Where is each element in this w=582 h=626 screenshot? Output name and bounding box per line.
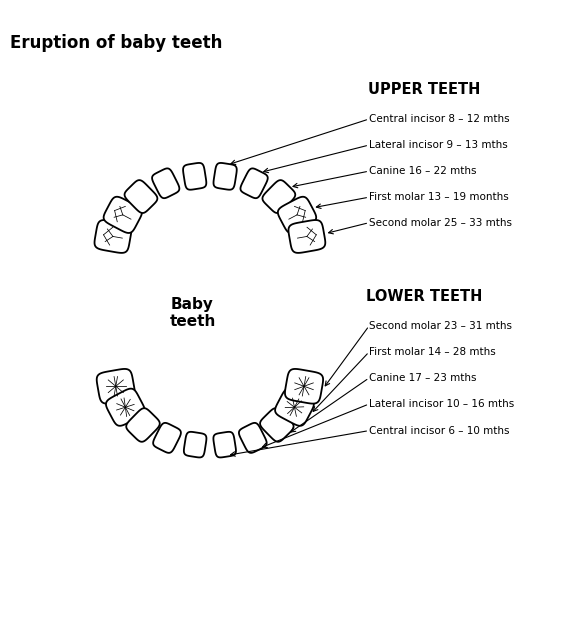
- Polygon shape: [183, 163, 206, 190]
- Polygon shape: [278, 197, 316, 233]
- Text: Central incisor 8 – 12 mths: Central incisor 8 – 12 mths: [369, 114, 510, 124]
- Polygon shape: [152, 168, 179, 198]
- Polygon shape: [153, 423, 181, 453]
- Polygon shape: [104, 197, 142, 233]
- Text: First molar 13 – 19 months: First molar 13 – 19 months: [369, 192, 509, 202]
- Text: Baby
teeth: Baby teeth: [169, 297, 216, 329]
- Polygon shape: [106, 389, 145, 426]
- Text: Second molar 25 – 33 mths: Second molar 25 – 33 mths: [369, 218, 512, 228]
- Polygon shape: [289, 220, 325, 253]
- Polygon shape: [262, 180, 295, 213]
- Text: Canine 16 – 22 mths: Canine 16 – 22 mths: [369, 166, 477, 176]
- Text: Lateral incisor 10 – 16 mths: Lateral incisor 10 – 16 mths: [369, 399, 514, 409]
- Polygon shape: [125, 180, 157, 213]
- Text: Second molar 23 – 31 mths: Second molar 23 – 31 mths: [369, 321, 512, 331]
- Polygon shape: [275, 389, 314, 426]
- Text: Central incisor 6 – 10 mths: Central incisor 6 – 10 mths: [369, 426, 510, 436]
- Polygon shape: [184, 432, 207, 458]
- Polygon shape: [285, 369, 323, 404]
- Polygon shape: [126, 408, 159, 442]
- Text: UPPER TEETH: UPPER TEETH: [368, 83, 480, 98]
- Polygon shape: [239, 423, 267, 453]
- Polygon shape: [97, 369, 135, 404]
- Polygon shape: [214, 432, 236, 458]
- Polygon shape: [214, 163, 237, 190]
- Polygon shape: [94, 220, 132, 253]
- Polygon shape: [260, 408, 293, 442]
- Text: Lateral incisor 9 – 13 mths: Lateral incisor 9 – 13 mths: [369, 140, 508, 150]
- Text: LOWER TEETH: LOWER TEETH: [366, 289, 482, 304]
- Text: First molar 14 – 28 mths: First molar 14 – 28 mths: [369, 347, 496, 357]
- Text: Eruption of baby teeth: Eruption of baby teeth: [10, 34, 222, 52]
- Text: Canine 17 – 23 mths: Canine 17 – 23 mths: [369, 373, 477, 383]
- Polygon shape: [240, 168, 268, 198]
